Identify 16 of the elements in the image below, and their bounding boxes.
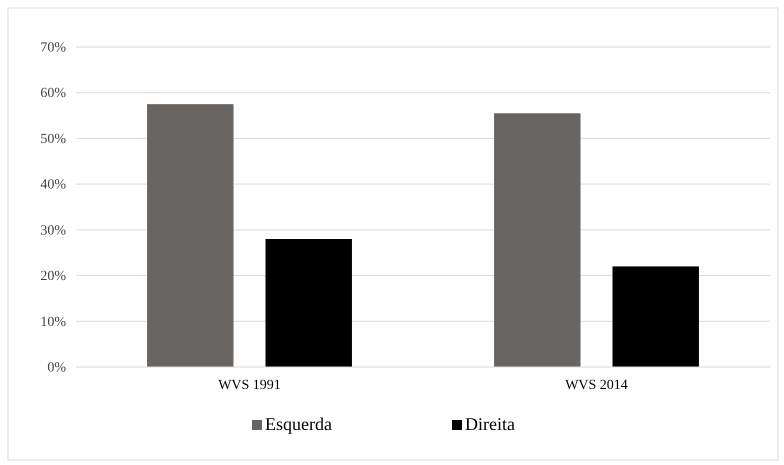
legend-label: Esquerda xyxy=(265,414,332,434)
y-tick-label: 20% xyxy=(40,269,66,284)
bar xyxy=(612,266,699,367)
bar xyxy=(494,113,581,367)
y-tick-label: 50% xyxy=(40,132,66,147)
y-tick-label: 40% xyxy=(40,178,66,193)
legend-label: Direita xyxy=(464,414,515,434)
x-tick-label: WVS 2014 xyxy=(565,378,628,393)
y-tick-label: 0% xyxy=(47,360,66,376)
y-tick-label: 10% xyxy=(40,314,66,330)
y-tick-label: 60% xyxy=(40,86,66,102)
y-tick-label: 70% xyxy=(40,40,66,56)
bar xyxy=(147,104,234,367)
bar xyxy=(265,239,352,367)
x-tick-label: WVS 1991 xyxy=(218,378,281,393)
y-tick-label: 30% xyxy=(40,223,66,238)
